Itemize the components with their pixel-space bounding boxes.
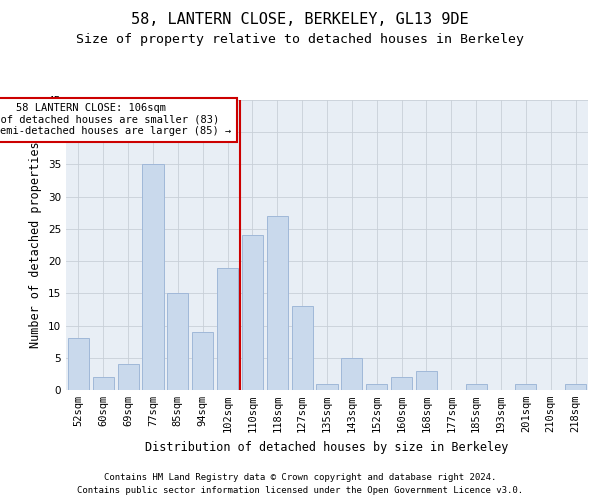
Bar <box>416 370 437 390</box>
Bar <box>217 268 238 390</box>
Bar <box>242 236 263 390</box>
Bar <box>466 384 487 390</box>
Y-axis label: Number of detached properties: Number of detached properties <box>29 142 43 348</box>
Bar <box>292 306 313 390</box>
Bar <box>118 364 139 390</box>
Bar <box>93 377 114 390</box>
Bar <box>192 332 213 390</box>
Bar <box>167 294 188 390</box>
Bar <box>341 358 362 390</box>
Bar <box>316 384 338 390</box>
Bar <box>366 384 387 390</box>
Text: 58 LANTERN CLOSE: 106sqm
← 49% of detached houses are smaller (83)
50% of semi-d: 58 LANTERN CLOSE: 106sqm ← 49% of detach… <box>0 103 232 136</box>
Bar <box>68 338 89 390</box>
Bar <box>391 377 412 390</box>
X-axis label: Distribution of detached houses by size in Berkeley: Distribution of detached houses by size … <box>145 440 509 454</box>
Text: Contains public sector information licensed under the Open Government Licence v3: Contains public sector information licen… <box>77 486 523 495</box>
Bar <box>142 164 164 390</box>
Bar <box>565 384 586 390</box>
Text: Size of property relative to detached houses in Berkeley: Size of property relative to detached ho… <box>76 32 524 46</box>
Text: Contains HM Land Registry data © Crown copyright and database right 2024.: Contains HM Land Registry data © Crown c… <box>104 472 496 482</box>
Text: 58, LANTERN CLOSE, BERKELEY, GL13 9DE: 58, LANTERN CLOSE, BERKELEY, GL13 9DE <box>131 12 469 28</box>
Bar <box>267 216 288 390</box>
Bar <box>515 384 536 390</box>
